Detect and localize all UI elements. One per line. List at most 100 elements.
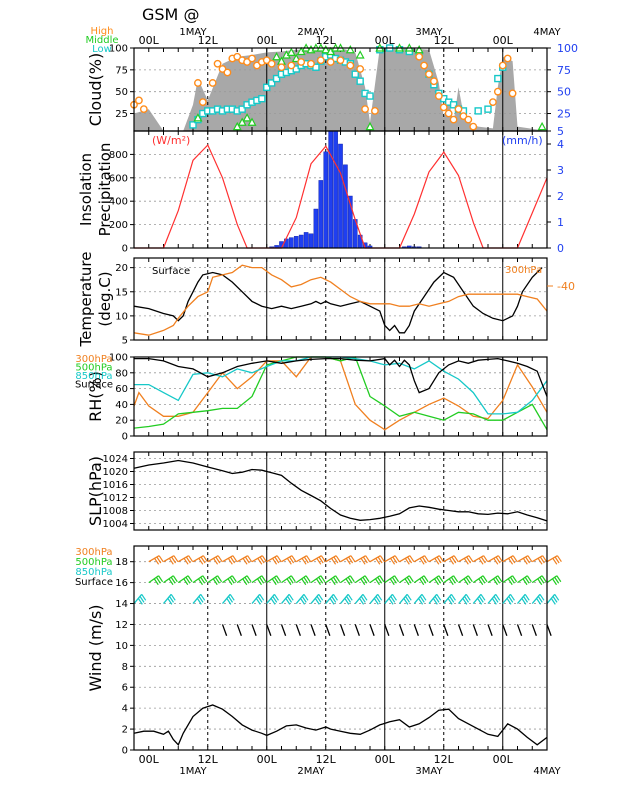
- wind-barb-feather: [335, 575, 341, 583]
- wind-barb-850hpa: [487, 593, 497, 604]
- cloud-low-marker: [189, 121, 197, 129]
- wind-barb-300hpa: [369, 555, 381, 563]
- wind-barb-feather: [215, 556, 221, 564]
- wind-barb-feather: [391, 594, 397, 601]
- wind-barb-surface: [384, 624, 390, 636]
- rh-legend-850hpa: 850hPa: [75, 371, 112, 382]
- wind-barb-850hpa: [472, 593, 482, 604]
- wind-barb-feather: [170, 594, 176, 601]
- wind-barb-feather: [449, 596, 455, 603]
- wind-barb-surface: [487, 624, 493, 636]
- temperature-ylabel: Temperature: [77, 251, 95, 347]
- wind-barb-feather: [306, 555, 312, 563]
- cloud-high-marker: [489, 98, 497, 107]
- wind-barb-feather: [231, 575, 237, 583]
- bottom-time-label: 00L: [139, 753, 160, 766]
- wind-barb-feather: [536, 598, 542, 605]
- wind-barb-feather: [227, 557, 233, 565]
- wind-barb-feather: [272, 596, 278, 603]
- wind-barb-feather: [421, 594, 427, 601]
- cloud-middle-marker: [537, 121, 547, 131]
- cloud-high-marker: [336, 56, 345, 65]
- wind-barb-feather: [229, 576, 235, 584]
- precip-right-tick-label: 4: [557, 138, 564, 151]
- wind-barb-feather: [556, 575, 562, 583]
- wind-barb-feather: [318, 576, 324, 584]
- wind-barb-feather: [379, 555, 385, 563]
- wind-barb-300hpa: [192, 555, 204, 563]
- cloud-middle-marker: [247, 117, 257, 126]
- wind-legend-850hpa: 850hPa: [75, 567, 112, 578]
- wind-barb-surface: [546, 624, 552, 636]
- wind-barb-surface: [325, 624, 331, 636]
- wind-barb-850hpa: [325, 593, 334, 604]
- wind-barb-850hpa: [443, 593, 452, 604]
- wind-barb-feather: [421, 576, 427, 584]
- wind-barb-feather: [202, 575, 208, 583]
- top-time-label: 12L: [434, 34, 455, 47]
- cloud-high-marker: [316, 56, 325, 65]
- wind-ytick-label: 12: [115, 620, 128, 631]
- wind-barb-feather: [365, 555, 371, 563]
- bottom-time-label: 12L: [434, 753, 455, 766]
- wind-barb-surface: [502, 624, 508, 636]
- wind-barb-feather: [434, 557, 440, 565]
- wind-barb-300hpa: [236, 555, 248, 563]
- wind-barb-surface: [443, 624, 449, 636]
- wind-barb-500hpa: [266, 575, 277, 584]
- wind-barb-feather: [407, 556, 413, 564]
- top-date-label: 4MAY: [533, 27, 561, 38]
- wind-barb-feather: [527, 555, 533, 563]
- bottom-time-label: 00L: [493, 753, 514, 766]
- cloud-low-marker: [258, 94, 266, 103]
- wind-barb-feather: [301, 596, 307, 603]
- wind-barb-feather: [168, 578, 174, 586]
- wind-barb-feather: [153, 578, 159, 586]
- wind-barb-surface: [457, 624, 464, 636]
- cloud-high-marker: [371, 107, 379, 115]
- wind-barb-feather: [286, 578, 292, 586]
- cloud-high-marker: [346, 61, 355, 70]
- wind-barb-850hpa: [163, 593, 172, 604]
- insolation-ylabel: Insolation: [77, 153, 95, 226]
- wind-barb-feather: [273, 576, 279, 584]
- wind-barb-feather: [198, 557, 204, 565]
- cloud-high-marker: [297, 58, 306, 66]
- wind-barb-feather: [156, 556, 162, 564]
- cloud-low-marker: [272, 74, 281, 83]
- wind-barb-feather: [491, 598, 497, 605]
- wind-barb-feather: [229, 594, 235, 601]
- wind-legend-500hpa: 500hPa: [75, 557, 112, 568]
- wind-barb-feather: [495, 556, 501, 564]
- wind-barb-500hpa: [517, 575, 528, 584]
- wind-barb-feather: [506, 598, 512, 605]
- wind-barb-feather: [419, 596, 425, 603]
- cloud-middle-marker: [193, 113, 203, 122]
- wind-barb-feather: [303, 556, 309, 564]
- wind-barb-feather: [362, 556, 368, 564]
- wind-barb-feather: [255, 598, 261, 605]
- wind-barb-500hpa: [443, 575, 454, 584]
- wind-barb-300hpa: [443, 555, 455, 563]
- wind-barb-feather: [305, 575, 311, 583]
- wind-barb-feather: [300, 598, 306, 605]
- wind-barb-feather: [158, 555, 164, 563]
- wind-barb-feather: [495, 576, 501, 584]
- wind-barb-300hpa: [458, 555, 470, 563]
- precip-right-tick-label: 0: [557, 242, 564, 255]
- wind-panel-frame: [133, 545, 548, 751]
- wind-barb-feather: [438, 555, 444, 563]
- slp-ytick-label: 1016: [103, 480, 128, 491]
- wind-barb-300hpa: [340, 555, 352, 563]
- bottom-date-label: 4MAY: [533, 766, 561, 777]
- precip-bar: [343, 164, 348, 249]
- wind-barb-850hpa: [517, 593, 526, 604]
- precip-right-tick-label: 1: [557, 216, 564, 229]
- wind-barb-500hpa: [163, 575, 174, 584]
- wind-barb-surface: [236, 624, 242, 636]
- slp-line: [133, 459, 548, 522]
- app-title: GSM @: [142, 5, 199, 24]
- cloud-legend-high: High: [91, 26, 114, 37]
- slp-ytick-label: 1024: [103, 454, 128, 465]
- bottom-time-label: 12L: [198, 753, 219, 766]
